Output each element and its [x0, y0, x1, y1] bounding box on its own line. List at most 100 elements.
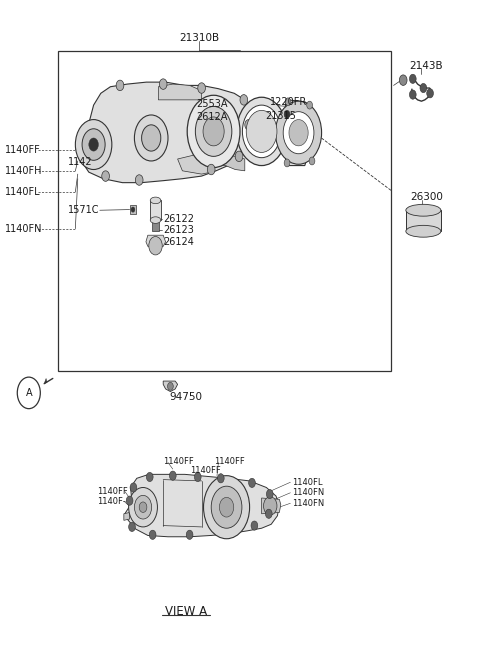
- Text: 1571C: 1571C: [68, 205, 100, 215]
- Circle shape: [149, 530, 156, 539]
- Circle shape: [266, 489, 273, 499]
- Circle shape: [276, 101, 322, 164]
- Circle shape: [159, 79, 167, 89]
- Circle shape: [427, 89, 433, 98]
- Circle shape: [242, 105, 281, 158]
- Circle shape: [399, 75, 407, 85]
- Circle shape: [309, 157, 315, 165]
- Circle shape: [409, 74, 416, 83]
- Polygon shape: [206, 154, 245, 171]
- Circle shape: [203, 117, 224, 146]
- Circle shape: [235, 151, 243, 162]
- Text: 2612A: 2612A: [196, 112, 227, 122]
- Circle shape: [420, 83, 427, 93]
- Circle shape: [289, 120, 308, 146]
- Circle shape: [284, 159, 290, 167]
- Circle shape: [285, 98, 291, 106]
- Circle shape: [135, 175, 143, 185]
- Text: 2143B: 2143B: [409, 60, 443, 71]
- Polygon shape: [406, 210, 441, 231]
- Circle shape: [246, 110, 277, 152]
- Circle shape: [198, 83, 205, 93]
- Text: 26124: 26124: [163, 237, 194, 247]
- Circle shape: [219, 497, 234, 517]
- Text: 1140FF: 1140FF: [163, 457, 194, 466]
- Text: 1140FF: 1140FF: [214, 457, 244, 466]
- Text: 1140FN: 1140FN: [5, 223, 42, 234]
- Circle shape: [169, 471, 176, 480]
- Circle shape: [82, 129, 105, 160]
- Polygon shape: [163, 381, 178, 392]
- Circle shape: [194, 472, 201, 482]
- Polygon shape: [79, 82, 254, 183]
- Text: 1140F-: 1140F-: [97, 497, 126, 507]
- Circle shape: [240, 95, 248, 105]
- Text: 1140FF: 1140FF: [97, 487, 128, 496]
- Circle shape: [195, 106, 232, 156]
- Bar: [150, 200, 161, 220]
- Circle shape: [75, 120, 112, 170]
- Circle shape: [251, 521, 258, 530]
- Polygon shape: [44, 378, 47, 384]
- Ellipse shape: [150, 197, 161, 204]
- Ellipse shape: [406, 225, 441, 237]
- Circle shape: [139, 502, 147, 512]
- Circle shape: [130, 483, 137, 492]
- Circle shape: [283, 112, 314, 154]
- Circle shape: [149, 237, 162, 255]
- Circle shape: [116, 80, 124, 91]
- Circle shape: [217, 474, 224, 483]
- Text: 1142: 1142: [68, 157, 93, 168]
- Circle shape: [89, 138, 98, 151]
- Circle shape: [265, 509, 272, 518]
- Text: VIEW A: VIEW A: [165, 604, 207, 618]
- Text: 1140FL: 1140FL: [5, 187, 40, 197]
- Circle shape: [146, 472, 153, 482]
- Polygon shape: [158, 84, 202, 100]
- Polygon shape: [178, 154, 216, 174]
- Ellipse shape: [150, 217, 161, 223]
- Text: 1140FH: 1140FH: [5, 166, 42, 176]
- Polygon shape: [285, 100, 313, 166]
- Circle shape: [249, 478, 255, 487]
- Circle shape: [134, 495, 152, 519]
- Text: 2553A: 2553A: [196, 99, 228, 109]
- Text: 94750: 94750: [170, 392, 203, 402]
- Circle shape: [409, 90, 416, 99]
- Circle shape: [187, 95, 240, 168]
- Polygon shape: [124, 512, 130, 520]
- Circle shape: [129, 522, 135, 532]
- Circle shape: [264, 497, 277, 515]
- Bar: [58, 51, 391, 371]
- Circle shape: [142, 125, 161, 151]
- Text: 26123: 26123: [163, 225, 194, 235]
- Text: 1140FF: 1140FF: [5, 145, 40, 155]
- Text: 1140FN: 1140FN: [292, 499, 324, 508]
- Text: 1140FF: 1140FF: [190, 466, 221, 475]
- Text: 1140FL: 1140FL: [292, 478, 323, 487]
- Circle shape: [207, 164, 215, 175]
- Circle shape: [134, 115, 168, 161]
- Circle shape: [211, 486, 242, 528]
- Text: 1140FN: 1140FN: [292, 488, 324, 497]
- Text: 21310B: 21310B: [179, 33, 219, 43]
- Circle shape: [168, 382, 173, 390]
- Circle shape: [204, 476, 250, 539]
- Circle shape: [126, 496, 133, 505]
- Polygon shape: [146, 235, 166, 246]
- Text: 1220FR: 1220FR: [270, 97, 307, 108]
- Polygon shape: [125, 474, 279, 537]
- Text: 21315: 21315: [265, 110, 296, 121]
- Text: A: A: [25, 388, 32, 398]
- Circle shape: [129, 487, 157, 527]
- Circle shape: [237, 97, 287, 166]
- Text: 26300: 26300: [410, 192, 443, 202]
- Circle shape: [186, 530, 193, 539]
- Circle shape: [284, 110, 290, 118]
- Circle shape: [307, 101, 312, 109]
- Ellipse shape: [406, 204, 441, 216]
- Bar: [152, 221, 159, 231]
- Circle shape: [131, 207, 135, 212]
- Circle shape: [102, 171, 109, 181]
- Polygon shape: [262, 498, 281, 514]
